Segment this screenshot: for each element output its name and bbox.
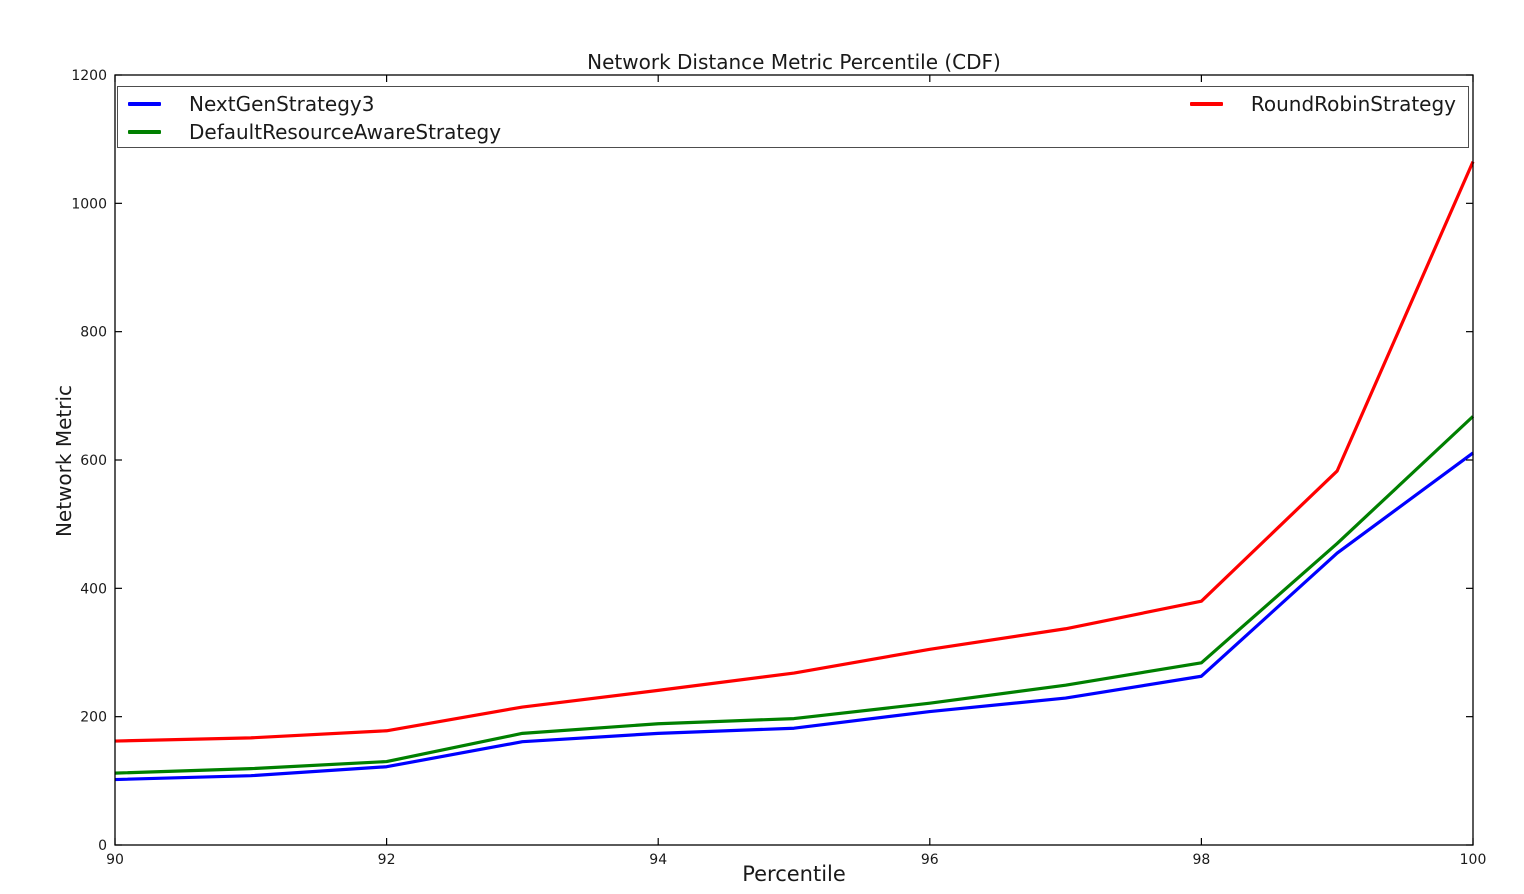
legend-label: NextGenStrategy3 bbox=[189, 92, 375, 116]
y-tick-label: 400 bbox=[80, 581, 107, 597]
x-axis-label: Percentile bbox=[742, 862, 846, 886]
legend-swatch-blue-icon bbox=[128, 102, 161, 106]
legend-item-nextgenstrategy3: NextGenStrategy3 bbox=[128, 90, 501, 118]
legend-left-column: NextGenStrategy3 DefaultResourceAwareStr… bbox=[128, 90, 501, 146]
legend: NextGenStrategy3 DefaultResourceAwareStr… bbox=[117, 86, 1469, 148]
legend-swatch-green-icon bbox=[128, 130, 161, 134]
x-tick-label: 90 bbox=[106, 852, 124, 868]
legend-label: RoundRobinStrategy bbox=[1250, 92, 1456, 116]
y-tick-label: 600 bbox=[80, 453, 107, 469]
legend-right-column: RoundRobinStrategy bbox=[1189, 90, 1456, 118]
x-tick-label: 98 bbox=[1192, 852, 1210, 868]
x-tick-label: 96 bbox=[921, 852, 939, 868]
chart-title: Network Distance Metric Percentile (CDF) bbox=[587, 50, 1001, 74]
legend-item-defaultresourceawarestrategy: DefaultResourceAwareStrategy bbox=[128, 118, 501, 146]
x-tick-label: 100 bbox=[1460, 852, 1487, 868]
x-tick-label: 94 bbox=[649, 852, 667, 868]
y-tick-label: 800 bbox=[80, 325, 107, 341]
legend-swatch-red-icon bbox=[1189, 102, 1223, 106]
series-line-DefaultResourceAwareStrategy bbox=[114, 415, 1475, 775]
y-tick-label: 1000 bbox=[71, 196, 107, 212]
legend-label: DefaultResourceAwareStrategy bbox=[189, 120, 502, 144]
y-tick-label: 200 bbox=[80, 710, 107, 726]
legend-item-roundrobinstrategy: RoundRobinStrategy bbox=[1189, 90, 1456, 118]
x-tick-label: 92 bbox=[378, 852, 396, 868]
y-tick-label: 0 bbox=[98, 838, 107, 854]
y-tick-label: 1200 bbox=[71, 68, 107, 84]
series-line-RoundRobinStrategy bbox=[114, 160, 1475, 743]
series-line-NextGenStrategy3 bbox=[114, 451, 1474, 782]
